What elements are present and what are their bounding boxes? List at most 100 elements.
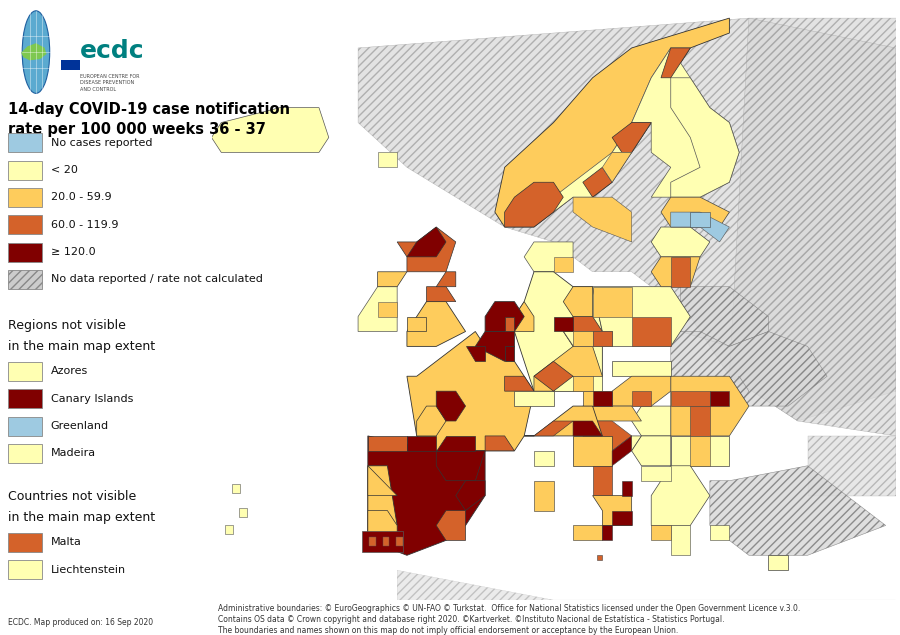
Text: Administrative boundaries: © EuroGeographics © UN-FAO © Turkstat.  Office for Na: Administrative boundaries: © EuroGeograp…: [219, 603, 801, 613]
Polygon shape: [368, 436, 485, 555]
Polygon shape: [505, 347, 515, 361]
Polygon shape: [592, 286, 632, 316]
Text: Regions not visible: Regions not visible: [8, 319, 126, 332]
Polygon shape: [407, 316, 427, 331]
Polygon shape: [583, 421, 632, 451]
Polygon shape: [407, 227, 446, 257]
Bar: [8, 161, 42, 180]
Polygon shape: [670, 376, 749, 436]
Polygon shape: [729, 376, 749, 406]
Polygon shape: [505, 316, 515, 331]
Polygon shape: [554, 316, 573, 331]
Polygon shape: [612, 123, 652, 152]
Polygon shape: [378, 302, 397, 316]
Polygon shape: [710, 391, 729, 406]
Polygon shape: [652, 257, 700, 286]
Polygon shape: [690, 406, 710, 436]
Polygon shape: [598, 555, 602, 560]
Text: Greenland: Greenland: [50, 421, 109, 431]
Polygon shape: [612, 436, 632, 466]
Polygon shape: [573, 436, 612, 466]
Text: 20.0 - 59.9: 20.0 - 59.9: [50, 192, 112, 203]
Polygon shape: [362, 531, 403, 552]
Polygon shape: [554, 257, 573, 272]
Polygon shape: [670, 391, 710, 406]
Polygon shape: [369, 537, 375, 546]
Text: 14-day COVID-19 case notification: 14-day COVID-19 case notification: [8, 102, 291, 117]
Polygon shape: [602, 152, 632, 182]
Polygon shape: [407, 331, 534, 451]
Polygon shape: [563, 331, 612, 347]
Polygon shape: [622, 481, 632, 495]
Text: No data reported / rate not calculated: No data reported / rate not calculated: [50, 274, 263, 284]
Polygon shape: [396, 537, 403, 546]
Polygon shape: [455, 481, 485, 511]
Polygon shape: [670, 436, 729, 466]
Text: Azores: Azores: [50, 366, 88, 377]
Polygon shape: [632, 316, 670, 347]
Polygon shape: [485, 302, 524, 331]
Polygon shape: [710, 466, 886, 555]
Bar: [8, 533, 42, 552]
Polygon shape: [358, 286, 397, 331]
Polygon shape: [382, 537, 390, 546]
Bar: [8, 417, 42, 436]
Polygon shape: [573, 376, 592, 391]
Polygon shape: [670, 331, 827, 406]
Polygon shape: [505, 182, 563, 227]
Polygon shape: [465, 347, 485, 361]
Polygon shape: [225, 526, 233, 535]
Polygon shape: [807, 436, 896, 495]
Polygon shape: [583, 167, 612, 197]
Polygon shape: [602, 436, 642, 451]
Polygon shape: [592, 391, 612, 406]
Polygon shape: [642, 466, 670, 481]
Polygon shape: [280, 600, 310, 615]
Polygon shape: [563, 316, 602, 347]
Bar: [8, 560, 42, 579]
Text: < 20: < 20: [50, 165, 77, 175]
Polygon shape: [368, 466, 397, 540]
Polygon shape: [632, 406, 670, 436]
Polygon shape: [534, 361, 573, 391]
Polygon shape: [378, 272, 407, 286]
Polygon shape: [602, 526, 612, 540]
Polygon shape: [436, 436, 475, 451]
Polygon shape: [661, 197, 729, 227]
Polygon shape: [515, 391, 554, 406]
Polygon shape: [612, 511, 632, 526]
Polygon shape: [534, 481, 554, 511]
Polygon shape: [238, 507, 248, 516]
Polygon shape: [534, 451, 554, 466]
Text: Canary Islands: Canary Islands: [50, 394, 133, 404]
Text: Malta: Malta: [50, 537, 82, 547]
Bar: [8, 389, 42, 408]
Polygon shape: [612, 361, 670, 376]
Polygon shape: [397, 227, 455, 272]
Text: Contains OS data © Crown copyright and database right 2020. ©Kartverket. ©Instit: Contains OS data © Crown copyright and d…: [219, 615, 724, 624]
Polygon shape: [652, 466, 710, 526]
Bar: [8, 133, 42, 152]
Bar: [8, 188, 42, 207]
Polygon shape: [680, 286, 769, 347]
Polygon shape: [436, 391, 465, 421]
Polygon shape: [729, 18, 896, 436]
Polygon shape: [573, 421, 602, 436]
Polygon shape: [652, 526, 670, 540]
Text: in the main map extent: in the main map extent: [8, 340, 156, 353]
Polygon shape: [485, 436, 515, 451]
Polygon shape: [232, 484, 240, 493]
Polygon shape: [417, 406, 446, 436]
Polygon shape: [690, 436, 710, 466]
Polygon shape: [592, 495, 632, 526]
Bar: [8, 444, 42, 463]
Polygon shape: [407, 302, 465, 347]
Polygon shape: [632, 436, 670, 466]
Polygon shape: [368, 466, 397, 495]
Polygon shape: [661, 48, 690, 77]
Polygon shape: [632, 391, 652, 406]
Polygon shape: [592, 286, 690, 347]
Polygon shape: [563, 286, 592, 316]
Bar: [61, 60, 80, 70]
Polygon shape: [212, 107, 328, 152]
